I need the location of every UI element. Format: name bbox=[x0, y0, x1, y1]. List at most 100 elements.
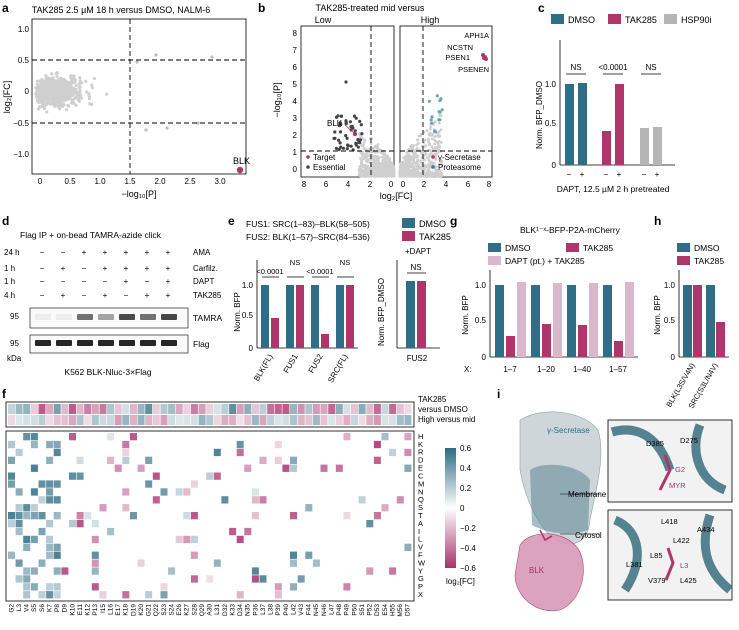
d-row-sign: − bbox=[82, 264, 87, 273]
d-tamra-band bbox=[140, 314, 156, 320]
b-point bbox=[438, 134, 441, 138]
i-membrane-label: Membrane bbox=[568, 490, 607, 499]
a-point bbox=[35, 86, 39, 90]
b-point bbox=[369, 142, 373, 145]
d-row-time: 24 h bbox=[4, 248, 20, 257]
b-point bbox=[387, 162, 391, 166]
f-pos-label: D32 bbox=[222, 604, 229, 616]
f-cell bbox=[236, 535, 244, 544]
i-inset2-ligand bbox=[664, 547, 675, 581]
f-top-cell bbox=[335, 404, 343, 414]
b-psen1-label: PSEN1 bbox=[445, 53, 470, 62]
f-top-cell bbox=[358, 415, 366, 425]
f-cell bbox=[389, 448, 397, 457]
b-point bbox=[429, 172, 433, 176]
panel-a-title: TAK285 2.5 µM 18 h versus DMSO, NALM-6 bbox=[32, 5, 211, 15]
a-ytick: −1.0 bbox=[13, 150, 29, 159]
d-row-time: 4 h bbox=[4, 291, 15, 300]
f-pos-label: Q22 bbox=[153, 604, 160, 617]
f-top-cell bbox=[373, 415, 381, 425]
panel-g: g BLK¹⁻ˣ-BFP-P2A-mCherry DMSO TAK285 DAP… bbox=[450, 214, 638, 374]
d-row-sign: + bbox=[103, 264, 108, 273]
f-top-cell bbox=[274, 404, 282, 414]
b-proteasome-point bbox=[427, 99, 431, 103]
a-point bbox=[78, 91, 82, 95]
b-legend-target: Target bbox=[313, 153, 336, 162]
b-essential-point bbox=[359, 123, 363, 127]
g-bar bbox=[553, 283, 562, 357]
f-cell bbox=[30, 504, 38, 512]
a-point bbox=[41, 99, 46, 103]
a-point bbox=[74, 87, 78, 91]
g-xcat: 1–7 bbox=[503, 365, 517, 374]
f-cell bbox=[46, 591, 54, 599]
f-pos-label: D34 bbox=[237, 604, 244, 616]
b-point bbox=[433, 142, 436, 146]
f-cell bbox=[46, 488, 54, 496]
e-legend-dmso-swatch bbox=[402, 218, 415, 228]
b-point bbox=[383, 152, 387, 156]
f-top-cell bbox=[389, 415, 397, 425]
b-point bbox=[398, 173, 402, 177]
b-point bbox=[406, 153, 410, 157]
f-cell bbox=[168, 567, 176, 575]
f-top-cell bbox=[61, 404, 69, 414]
b-essential-point bbox=[356, 145, 360, 149]
b-gsec-point bbox=[484, 57, 488, 61]
f-pos-label: K10 bbox=[69, 604, 76, 616]
b-point bbox=[426, 156, 429, 160]
f-top-cell bbox=[312, 404, 320, 414]
f-top-cell bbox=[305, 415, 313, 425]
a-xtick: 0.5 bbox=[64, 177, 76, 186]
f-top-cell bbox=[114, 404, 122, 414]
a-point bbox=[43, 102, 48, 106]
a-point bbox=[45, 110, 49, 114]
f-cell bbox=[15, 504, 23, 512]
a-ytick: −0.5 bbox=[13, 119, 29, 128]
b-point bbox=[371, 161, 374, 165]
d-row-time: 1 h bbox=[4, 277, 15, 286]
f-cell bbox=[46, 480, 54, 488]
f-cell bbox=[213, 448, 221, 457]
e-xcat: FUS2 bbox=[307, 352, 325, 375]
f-top-cell bbox=[236, 404, 244, 414]
b-xtick: 8 bbox=[302, 180, 307, 189]
f-cell bbox=[61, 567, 69, 575]
f-top-cell bbox=[8, 415, 15, 425]
f-pos-label: P50 bbox=[351, 604, 358, 616]
e-right-sig: NS bbox=[410, 263, 421, 272]
f-cell bbox=[23, 575, 31, 583]
g-legend-dapt: DAPT (pt.) + TAK285 bbox=[505, 256, 585, 266]
a-point bbox=[37, 99, 42, 103]
c-legend-dmso-swatch bbox=[551, 14, 564, 24]
g-legend-dmso-swatch bbox=[488, 243, 501, 252]
panel-i-label: i bbox=[497, 387, 500, 401]
f-cell bbox=[23, 535, 31, 544]
b-point bbox=[416, 155, 419, 159]
b-essential-point bbox=[344, 134, 348, 138]
f-cell bbox=[53, 583, 61, 591]
b-point bbox=[430, 162, 434, 166]
b-point bbox=[415, 164, 418, 167]
b-point bbox=[413, 149, 416, 153]
f-cell bbox=[130, 433, 137, 441]
f-top-cell bbox=[122, 415, 130, 425]
f-cell bbox=[282, 464, 290, 472]
f-pos-label: A30 bbox=[207, 604, 214, 616]
a-point bbox=[40, 78, 44, 82]
f-cell bbox=[46, 440, 54, 449]
c-bar bbox=[653, 127, 662, 165]
f-pos-label: L38 bbox=[268, 604, 275, 615]
h-ytick: 1.0 bbox=[664, 281, 676, 290]
b-point bbox=[437, 149, 441, 153]
b-point bbox=[405, 158, 409, 162]
a-point bbox=[35, 79, 39, 83]
a-point bbox=[46, 85, 50, 89]
f-cell bbox=[190, 535, 198, 544]
b-point bbox=[357, 169, 361, 172]
f-cell bbox=[53, 448, 61, 457]
g-bar bbox=[603, 285, 612, 357]
d-row-sign: + bbox=[124, 264, 129, 273]
d-row-sign: + bbox=[82, 248, 87, 257]
f-top-label: High versus mid bbox=[418, 415, 475, 424]
